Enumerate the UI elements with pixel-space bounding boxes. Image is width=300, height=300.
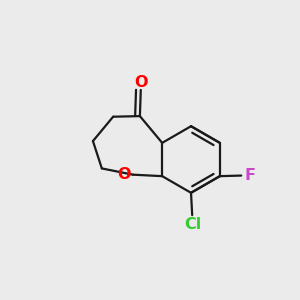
Text: O: O (134, 75, 148, 90)
Text: Cl: Cl (184, 217, 201, 232)
Text: O: O (117, 167, 131, 182)
Text: F: F (245, 168, 256, 183)
